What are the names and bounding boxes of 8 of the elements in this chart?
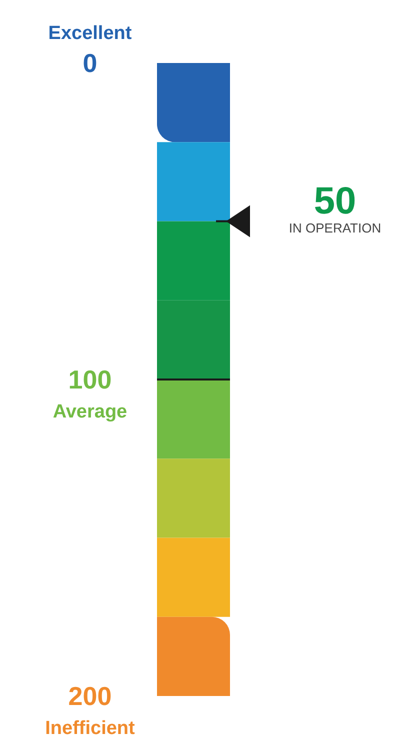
y-tick-label: 100 xyxy=(68,364,112,394)
y-tick-label: 200 xyxy=(68,681,112,711)
ref-line-label: Average xyxy=(52,402,128,422)
y-tick-label: 0 xyxy=(82,48,98,78)
ref-line-label: IN OPERATION xyxy=(288,220,382,236)
text: Inefficient xyxy=(45,718,136,739)
text: Excellent xyxy=(48,23,132,44)
text: 50 xyxy=(314,180,356,222)
